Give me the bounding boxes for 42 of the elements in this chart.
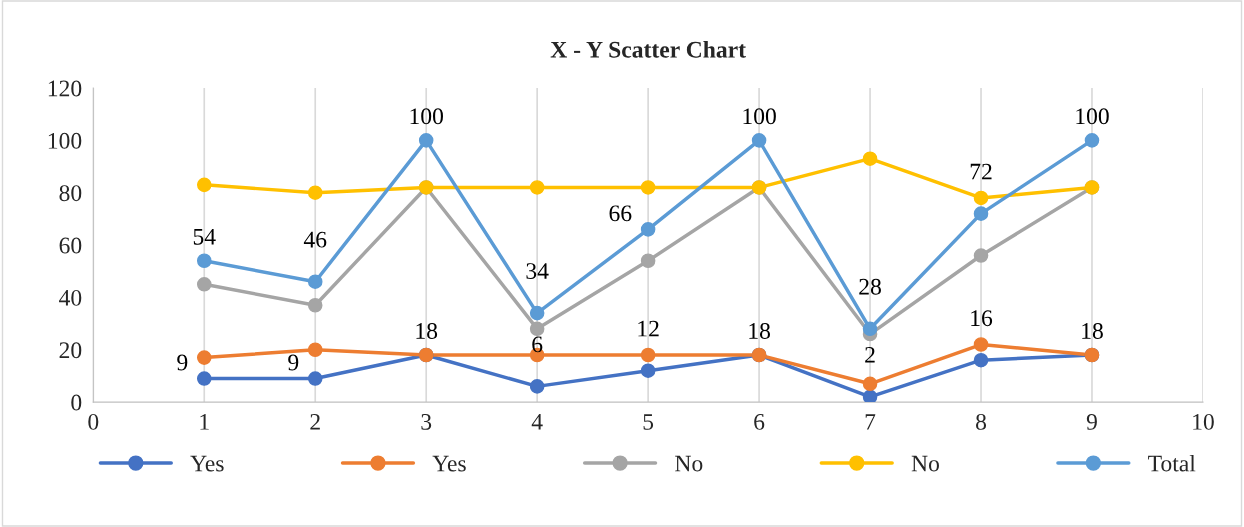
y-tick-label: 0 — [71, 394, 82, 411]
legend-label: Total — [1148, 454, 1196, 472]
data-label: 34 — [526, 263, 549, 280]
x-tick-label: 2 — [310, 413, 320, 430]
x-tick-label: 8 — [976, 413, 987, 430]
data-label: 72 — [970, 163, 992, 180]
data-label: 2 — [865, 346, 875, 363]
x-tick-label: 9 — [1086, 413, 1097, 430]
x-tick-label: 5 — [643, 414, 654, 430]
data-label: 18 — [416, 322, 438, 339]
data-label: 6 — [532, 336, 543, 353]
data-label: 46 — [303, 231, 327, 248]
data-label: 9 — [177, 354, 188, 371]
x-tick-label: 0 — [88, 413, 99, 430]
data-label: 100 — [743, 108, 776, 125]
data-label: 100 — [1076, 108, 1109, 125]
y-tick-label: 120 — [48, 80, 82, 97]
data-label: 16 — [971, 310, 993, 327]
y-tick-label: 80 — [59, 185, 82, 202]
x-tick-label: 4 — [531, 414, 543, 430]
legend-label: No — [675, 455, 703, 472]
x-tick-label: 10 — [1193, 413, 1214, 430]
data-label: 66 — [609, 205, 632, 222]
data-label: 12 — [638, 320, 659, 337]
data-label: 100 — [410, 108, 443, 125]
data-label: 9 — [288, 354, 299, 371]
legend-label: Yes — [432, 455, 466, 472]
y-tick-label: 100 — [48, 132, 82, 149]
legend-label: No — [911, 455, 939, 472]
x-tick-label: 1 — [200, 414, 209, 430]
y-tick-label: 60 — [59, 237, 82, 254]
data-label: 28 — [859, 278, 881, 295]
x-tick-label: 6 — [754, 413, 765, 430]
y-tick-label: 40 — [59, 289, 82, 306]
y-tick-label: 20 — [59, 342, 82, 359]
x-tick-label: 7 — [865, 414, 876, 430]
data-label: 18 — [749, 322, 770, 339]
legend-label: Yes — [190, 455, 224, 472]
data-label: 54 — [193, 228, 216, 245]
chart-title: X - Y Scatter Chart — [550, 41, 746, 58]
data-label: 18 — [1082, 322, 1103, 339]
x-tick-label: 3 — [421, 413, 432, 430]
